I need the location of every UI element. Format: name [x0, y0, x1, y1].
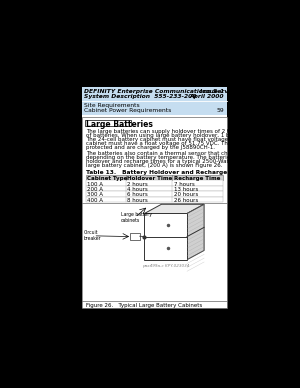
Bar — [130, 233, 140, 240]
Bar — [82, 87, 226, 115]
Bar — [85, 191, 223, 197]
Text: pax499a-c KPY-023034: pax499a-c KPY-023034 — [142, 263, 189, 268]
Text: Figure 26.   Typical Large Battery Cabinets: Figure 26. Typical Large Battery Cabinet… — [85, 303, 202, 308]
Text: Holdover Time: Holdover Time — [128, 176, 173, 181]
Text: April 2000: April 2000 — [190, 94, 224, 99]
Text: protected and are charged by the J58890CH-1.: protected and are charged by the J58890C… — [85, 145, 214, 150]
Text: 2 hours: 2 hours — [128, 182, 148, 187]
Text: Cabinet Power Requirements: Cabinet Power Requirements — [84, 108, 171, 113]
Text: 100 A: 100 A — [87, 182, 103, 187]
Text: Large Batteries: Large Batteries — [85, 121, 152, 130]
Text: Large battery
cabinets: Large battery cabinets — [121, 212, 152, 223]
Text: 7 hours: 7 hours — [174, 182, 195, 187]
Text: Cabinet Type: Cabinet Type — [87, 176, 128, 181]
Bar — [85, 120, 131, 126]
Text: The large batteries can supply holdover times of 2 to 8 hours, depending on the : The large batteries can supply holdover … — [85, 129, 300, 134]
Bar — [85, 175, 223, 180]
Polygon shape — [144, 204, 204, 213]
Text: 13 hours: 13 hours — [174, 187, 198, 192]
Text: 26 hours: 26 hours — [174, 198, 198, 203]
Text: Recharge Time: Recharge Time — [174, 176, 220, 181]
Text: 200 A: 200 A — [87, 187, 103, 192]
Bar — [85, 180, 223, 186]
Text: 8 hours: 8 hours — [128, 198, 148, 203]
Text: of batteries. When using large battery holdover, 1 battery cabinet is required p: of batteries. When using large battery h… — [85, 133, 300, 138]
Text: Circuit
breaker: Circuit breaker — [84, 230, 101, 241]
Text: 400 A: 400 A — [87, 198, 103, 203]
Bar — [82, 117, 226, 308]
Text: The batteries also contain a thermal sensor that changes the charging voltage,: The batteries also contain a thermal sen… — [85, 151, 300, 156]
Text: 6 hours: 6 hours — [128, 192, 148, 197]
Polygon shape — [187, 204, 204, 260]
Text: 300 A: 300 A — [87, 192, 103, 197]
Bar — [85, 186, 223, 191]
Text: Issue 1: Issue 1 — [200, 89, 224, 94]
Text: The 24-cell battery cabinet must have float voltage of 54.2 VDC. The 23-cell bat: The 24-cell battery cabinet must have fl… — [85, 137, 300, 142]
Text: DEFINITY Enterprise Communications Server Release 8.2: DEFINITY Enterprise Communications Serve… — [84, 89, 277, 94]
Text: 20 hours: 20 hours — [174, 192, 198, 197]
Text: depending on the battery temperature. The batteries provide extended holdover. B: depending on the battery temperature. Th… — [85, 155, 300, 160]
Text: Table 13.   Battery Holdover and Recharge Times: Table 13. Battery Holdover and Recharge … — [85, 170, 249, 175]
Text: 4 hours: 4 hours — [128, 187, 148, 192]
Bar — [82, 87, 226, 308]
Text: cabinet must have a float voltage of 51.75 VDC. The batteries are circuit breake: cabinet must have a float voltage of 51.… — [85, 141, 300, 146]
Bar — [144, 213, 187, 260]
Text: 59: 59 — [217, 108, 224, 113]
Text: Site Requirements: Site Requirements — [84, 103, 140, 108]
Bar — [85, 197, 223, 202]
Text: System Description  555-233-200: System Description 555-233-200 — [84, 94, 196, 99]
Text: holdover and recharge times for a typical 2500-Watt load are shown in Table 13. : holdover and recharge times for a typica… — [85, 159, 300, 164]
Text: large battery cabinet, (200 A) is shown Figure 26.: large battery cabinet, (200 A) is shown … — [85, 163, 222, 168]
